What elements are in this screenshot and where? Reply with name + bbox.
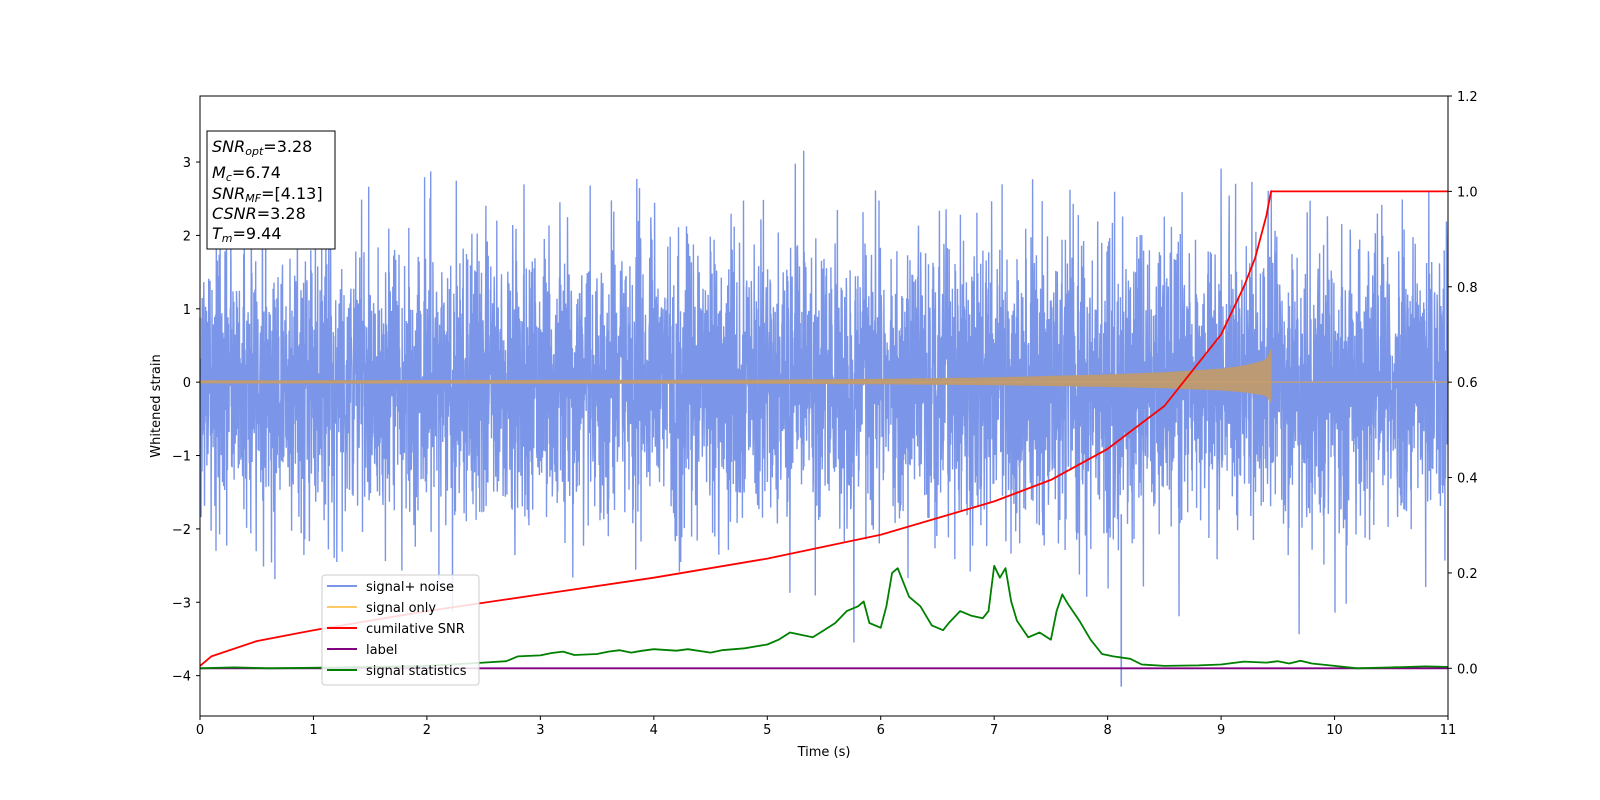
legend: signal+ noise signal only cumilative SNR… — [321, 574, 480, 686]
stats-tm: Tm=9.44 — [212, 224, 282, 245]
y2-tick-label: 1.2 — [1457, 90, 1478, 105]
y-tick-label: −2 — [172, 523, 191, 538]
y-tick-label: 3 — [183, 156, 191, 171]
stats-csnr: CSNR=3.28 — [212, 204, 306, 223]
axis-ticks: 0 1 2 3 4 5 6 7 8 9 10 113210−1−2−3−41.21.00.80.60.… — [172, 90, 1478, 738]
legend-frame — [321, 574, 480, 686]
x-tick-label: 10 — [1326, 723, 1343, 738]
y-tick-label: −3 — [172, 596, 191, 611]
series-signal-plus-noise — [199, 150, 1449, 643]
legend-label-label: label — [366, 643, 397, 658]
y2-tick-label: 0.8 — [1457, 281, 1478, 296]
legend-label-signal-statistics: signal statistics — [366, 664, 467, 679]
plot-frame — [199, 95, 1449, 717]
series-signal-only-envelope — [199, 348, 1272, 404]
x-tick-label: 2 — [423, 723, 431, 738]
y-tick-label: −1 — [172, 450, 191, 465]
stats-box-frame — [206, 130, 336, 250]
y-tick-label: 0 — [183, 376, 191, 391]
x-tick-label: 8 — [1103, 723, 1111, 738]
y2-tick-label: 0.4 — [1457, 472, 1478, 487]
stats-snr-mf: SNRMF=[4.13] — [212, 184, 323, 205]
x-tick-label: 11 — [1440, 723, 1457, 738]
y-tick-label: −4 — [172, 670, 191, 685]
x-tick-label: 4 — [650, 723, 658, 738]
y-tick-label: 2 — [183, 229, 191, 244]
x-axis-label: Time (s) — [797, 745, 851, 760]
x-tick-label: 6 — [877, 723, 885, 738]
stats-snr-opt: SNRopt=3.28 — [212, 137, 312, 158]
x-tick-label: 5 — [763, 723, 771, 738]
x-tick-label: 7 — [990, 723, 998, 738]
y2-tick-label: 0.6 — [1457, 376, 1478, 391]
y2-tick-label: 1.0 — [1457, 185, 1478, 200]
stats-box: SNRopt=3.28 Mc=6.74 SNRMF=[4.13] CSNR=3.… — [206, 130, 336, 250]
signal-only-series — [199, 348, 1448, 404]
y2-tick-label: 0.0 — [1457, 662, 1478, 677]
x-tick-label: 3 — [536, 723, 544, 738]
y-axis-label: Whitened strain — [149, 354, 164, 457]
stats-mc: Mc=6.74 — [212, 163, 281, 184]
legend-label-signal-only: signal only — [366, 601, 436, 616]
x-tick-label: 9 — [1217, 723, 1225, 738]
x-tick-label: 0 — [196, 723, 204, 738]
y2-tick-label: 0.2 — [1457, 567, 1478, 582]
legend-label-cumulative-snr: cumilative SNR — [366, 622, 465, 637]
y-tick-label: 1 — [183, 303, 191, 318]
series-signal-statistics — [199, 564, 1449, 670]
x-tick-label: 1 — [309, 723, 317, 738]
legend-label-signal-plus-noise: signal+ noise — [366, 580, 454, 595]
